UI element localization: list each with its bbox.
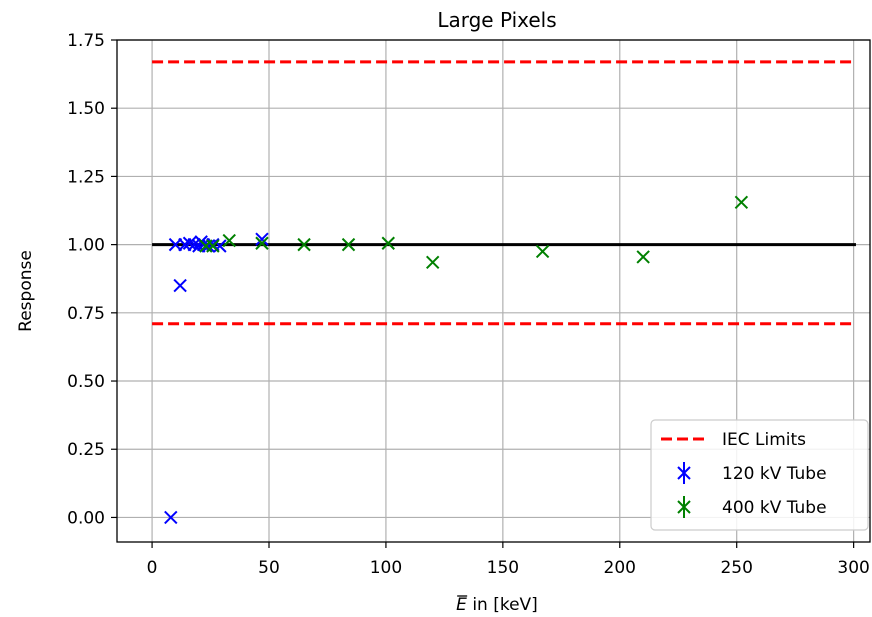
legend-label-400kv: 400 kV Tube bbox=[722, 498, 827, 518]
legend: IEC Limits 120 kV Tube 400 kV Tube bbox=[650, 419, 869, 531]
x-tick-label: 50 bbox=[258, 558, 280, 578]
y-tick-label: 0.25 bbox=[67, 440, 105, 460]
marker-stroke bbox=[636, 250, 650, 264]
point-400kv bbox=[734, 195, 749, 210]
y-axis-label: Response bbox=[16, 250, 36, 332]
point-400kv bbox=[297, 237, 311, 252]
x-tick-label: 0 bbox=[147, 558, 158, 578]
y-tick-label: 0.50 bbox=[67, 372, 105, 392]
point-400kv bbox=[425, 255, 440, 270]
point-400kv bbox=[636, 250, 650, 264]
legend-swatch-400kv bbox=[677, 496, 691, 518]
marker-stroke bbox=[425, 255, 440, 270]
marker-stroke bbox=[201, 239, 215, 253]
plot-frame bbox=[116, 39, 871, 543]
y-tick-label: 0.00 bbox=[67, 508, 105, 528]
point-400kv bbox=[381, 236, 395, 250]
data-points bbox=[164, 195, 749, 525]
marker-stroke bbox=[164, 510, 178, 525]
x-tick-label: 300 bbox=[837, 558, 869, 578]
marker-stroke bbox=[255, 232, 269, 246]
y-tick-label: 1.00 bbox=[67, 236, 105, 256]
x-axis: 0 50 100 150 200 250 300 bbox=[147, 542, 870, 578]
marker-stroke bbox=[182, 236, 197, 250]
point-120kv bbox=[182, 236, 197, 250]
marker-stroke bbox=[222, 233, 236, 248]
point-400kv bbox=[222, 233, 236, 248]
point-400kv bbox=[206, 239, 220, 253]
point-400kv bbox=[255, 236, 269, 250]
iec-limit-lines bbox=[152, 60, 856, 326]
marker-stroke bbox=[677, 500, 691, 514]
y-axis: 0.00 0.25 0.50 0.75 1.00 1.25 1.50 1.75 bbox=[67, 31, 117, 528]
x-tick-label: 200 bbox=[604, 558, 636, 578]
y-tick-label: 1.25 bbox=[67, 167, 105, 187]
point-400kv bbox=[535, 244, 550, 259]
x-axis-label-unit: in [keV] bbox=[467, 595, 538, 615]
marker-stroke bbox=[173, 278, 187, 293]
chart-title: Large Pixels bbox=[437, 8, 556, 32]
legend-swatch-120kv bbox=[677, 462, 691, 484]
marker-stroke bbox=[734, 195, 749, 210]
marker-stroke bbox=[341, 237, 356, 252]
point-120kv bbox=[201, 239, 215, 253]
x-tick-label: 150 bbox=[487, 558, 519, 578]
point-120kv bbox=[173, 278, 187, 293]
y-tick-label: 0.75 bbox=[67, 304, 105, 324]
point-120kv bbox=[255, 232, 269, 246]
point-400kv bbox=[341, 237, 356, 252]
x-axis-label: E in [keV] bbox=[456, 595, 538, 615]
point-120kv bbox=[164, 510, 178, 525]
marker-stroke bbox=[206, 239, 220, 253]
marker-stroke bbox=[255, 236, 269, 250]
y-tick-label: 1.75 bbox=[67, 31, 105, 51]
x-tick-label: 250 bbox=[720, 558, 752, 578]
marker-stroke bbox=[677, 466, 691, 480]
marker-stroke bbox=[297, 237, 311, 252]
legend-label-120kv: 120 kV Tube bbox=[722, 464, 827, 484]
legend-box bbox=[650, 419, 869, 531]
x-tick-label: 100 bbox=[370, 558, 402, 578]
marker-stroke bbox=[381, 236, 395, 250]
marker-stroke bbox=[535, 244, 550, 259]
y-tick-label: 1.50 bbox=[67, 99, 105, 119]
legend-label-iec: IEC Limits bbox=[722, 430, 806, 450]
x-axis-label-symbol: E bbox=[456, 595, 467, 615]
